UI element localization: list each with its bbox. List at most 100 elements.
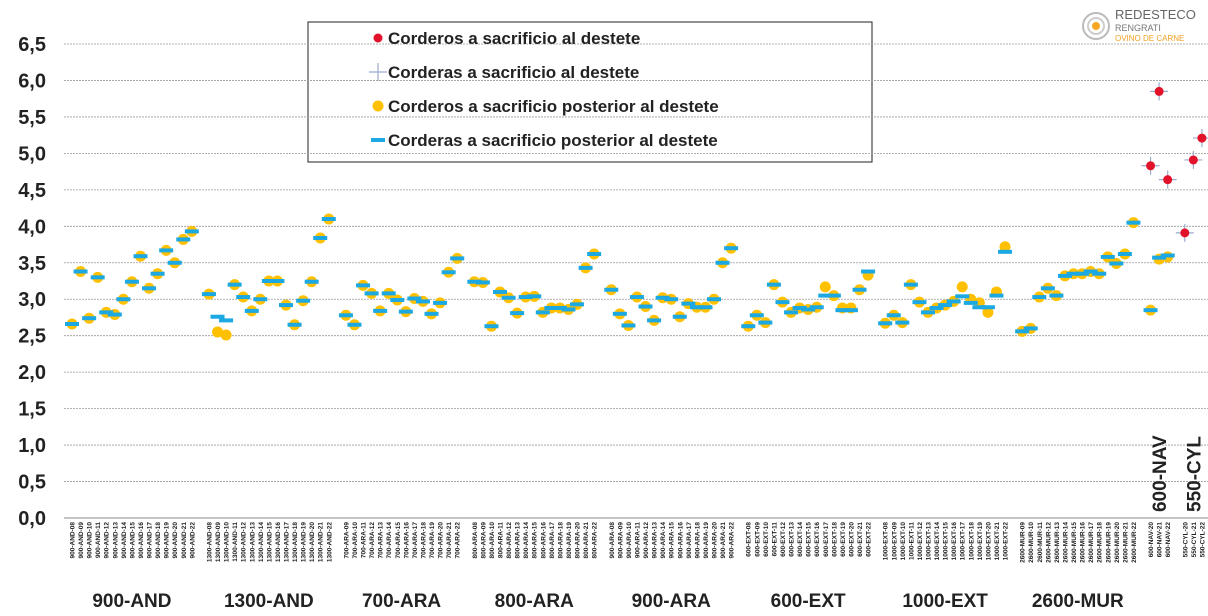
- point: [1146, 161, 1156, 171]
- group-label: 600-EXT: [771, 591, 846, 611]
- x-tick-label: 2600-MUR-13: [1054, 522, 1061, 563]
- point: [1163, 175, 1173, 185]
- x-tick-label: 700-ARA-15: [395, 522, 402, 559]
- point: [253, 297, 268, 302]
- point: [647, 318, 662, 323]
- point: [510, 311, 525, 316]
- x-tick-label: 800-ARA-18: [557, 522, 564, 559]
- x-tick-label: 800-ARA-22: [592, 522, 599, 559]
- logo-line: RENGRATI: [1115, 23, 1161, 33]
- point: [809, 305, 824, 310]
- x-tick-label: 700-ARA-11: [361, 522, 368, 559]
- group-label: 550-CYL: [1184, 436, 1205, 512]
- x-tick-label: 900-ARA-18: [694, 522, 701, 559]
- point: [544, 305, 559, 310]
- x-tick-label: 1000-EXT-11: [908, 522, 915, 560]
- point: [133, 254, 148, 259]
- x-tick-label: 700-ARA-18: [420, 522, 427, 559]
- point: [612, 311, 627, 316]
- x-tick-label: 900-AND-16: [138, 522, 145, 559]
- x-tick-label: 600-EXT-20: [848, 522, 855, 557]
- point: [886, 313, 901, 318]
- x-tick-label: 700-ARA-16: [403, 522, 410, 559]
- x-tick-label: 1000-EXT-20: [985, 522, 992, 561]
- point: [493, 289, 507, 294]
- point: [980, 305, 995, 310]
- point: [73, 269, 88, 274]
- legend-label: Corderas a sacrificio al destete: [388, 63, 639, 82]
- x-tick-label: 1000-EXT-19: [977, 522, 984, 561]
- point: [65, 322, 79, 327]
- x-tick-label: 1300-AND-16: [275, 522, 282, 562]
- point: [527, 294, 542, 299]
- x-tick-label: 550-CYL-21: [1191, 522, 1198, 558]
- x-tick-label: 800-ARA-17: [549, 522, 556, 559]
- point: [972, 305, 987, 310]
- x-tick-label: 800-ARA-16: [540, 522, 547, 559]
- point: [999, 241, 1011, 253]
- point: [501, 295, 516, 300]
- point: [878, 321, 893, 326]
- y-tick-label: 5,5: [18, 107, 46, 129]
- point: [373, 33, 383, 43]
- point: [1143, 308, 1158, 313]
- x-tick-label: 1300-AND-17: [284, 522, 291, 562]
- point: [775, 300, 790, 305]
- point: [570, 302, 585, 307]
- point: [587, 252, 602, 257]
- x-tick-label: 1300-AND-21: [318, 522, 325, 562]
- point: [818, 293, 833, 298]
- x-tick-label: 900-ARA-19: [703, 522, 710, 559]
- point: [450, 256, 465, 261]
- point: [159, 248, 174, 253]
- point: [372, 100, 384, 112]
- point: [826, 293, 841, 298]
- x-tick-label: 600-EXT-09: [754, 522, 761, 557]
- legend-label: Corderos a sacrificio posterior al deste…: [388, 97, 719, 116]
- point: [270, 279, 285, 283]
- point: [398, 309, 413, 314]
- point: [1032, 295, 1047, 300]
- x-tick-label: 900-ARA-08: [609, 522, 616, 559]
- x-tick-label: 600-EXT-18: [831, 522, 838, 557]
- x-tick-label: 900-ARA-12: [643, 522, 650, 559]
- point: [415, 299, 430, 304]
- point: [946, 299, 961, 304]
- point: [518, 295, 533, 300]
- group-label: 600-NAV: [1150, 435, 1171, 512]
- point: [236, 295, 251, 300]
- logo-name: REDESTECO: [1115, 7, 1196, 22]
- point: [407, 296, 422, 301]
- x-tick-label: 900-ARA-09: [617, 522, 624, 559]
- point: [861, 269, 876, 274]
- x-tick-label: 600-EXT-15: [806, 522, 813, 557]
- point: [1092, 271, 1107, 276]
- point: [801, 307, 816, 312]
- point: [938, 303, 953, 308]
- x-tick-label: 1000-EXT-16: [951, 522, 958, 561]
- y-tick-label: 0,5: [18, 472, 46, 494]
- x-tick-label: 900-ARA-15: [669, 522, 676, 559]
- legend-item: Corderas a sacrificio al destete: [369, 63, 639, 82]
- y-tick-label: 2,5: [18, 326, 46, 348]
- point: [1083, 269, 1098, 274]
- x-tick-label: 2600-MUR-15: [1071, 522, 1078, 563]
- x-tick-label: 800-ARA-14: [523, 522, 530, 559]
- group-label: 1300-AND: [224, 591, 314, 611]
- legend-label: Corderos a sacrificio al destete: [388, 29, 640, 48]
- legend-box: [307, 21, 873, 163]
- point: [1152, 255, 1167, 260]
- x-tick-label: 1300-AND-12: [241, 522, 248, 562]
- x-tick-label: 900-ARA-22: [729, 522, 736, 559]
- x-tick-label: 900-AND-18: [155, 522, 162, 559]
- point: [912, 300, 927, 305]
- y-tick-label: 4,5: [18, 180, 46, 202]
- point: [381, 291, 396, 296]
- point: [1057, 273, 1072, 278]
- x-tick-label: 1300-AND-13: [249, 522, 256, 562]
- point: [792, 305, 807, 310]
- point: [364, 291, 379, 296]
- point: [1117, 252, 1132, 257]
